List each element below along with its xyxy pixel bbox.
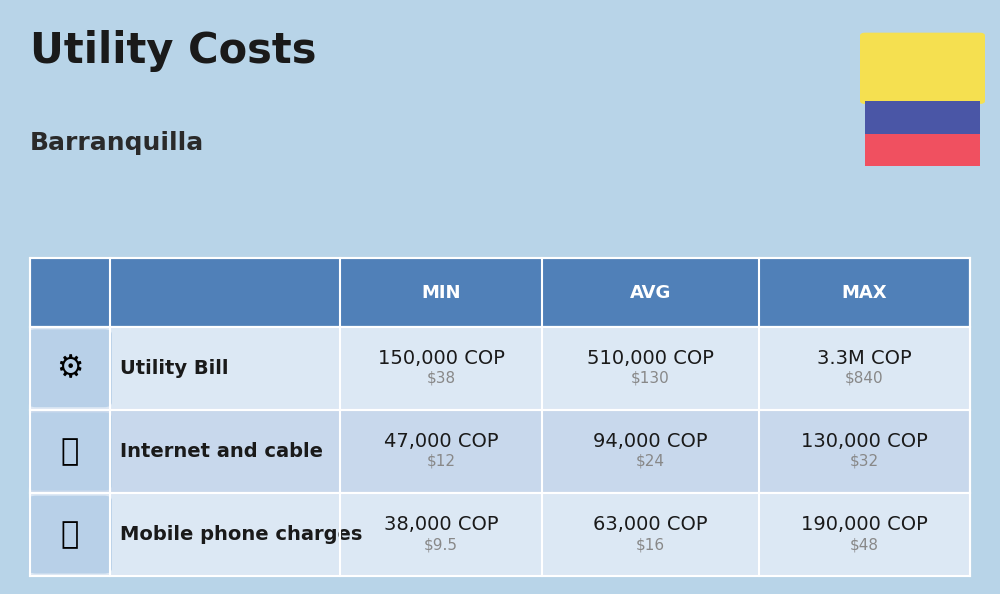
Text: MIN: MIN (421, 283, 461, 302)
Text: $24: $24 (636, 454, 665, 469)
Text: $48: $48 (850, 537, 879, 552)
Text: AVG: AVG (630, 283, 671, 302)
Bar (30, 410, 970, 493)
Bar (30, 327, 970, 410)
Text: 3.3M COP: 3.3M COP (817, 349, 912, 368)
Text: $32: $32 (850, 454, 879, 469)
Bar (865, 134, 980, 166)
Text: 510,000 COP: 510,000 COP (587, 349, 714, 368)
Text: 📱: 📱 (61, 520, 79, 549)
Text: $840: $840 (845, 371, 884, 386)
Text: 47,000 COP: 47,000 COP (384, 432, 498, 451)
Text: $130: $130 (631, 371, 670, 386)
Text: Utility Bill: Utility Bill (120, 359, 228, 378)
Text: Internet and cable: Internet and cable (120, 442, 323, 461)
Text: 📶: 📶 (61, 437, 79, 466)
Text: Barranquilla: Barranquilla (30, 131, 204, 154)
Text: Mobile phone charges: Mobile phone charges (120, 525, 362, 544)
Text: 94,000 COP: 94,000 COP (593, 432, 708, 451)
Text: 130,000 COP: 130,000 COP (801, 432, 928, 451)
FancyBboxPatch shape (28, 330, 112, 407)
FancyBboxPatch shape (28, 413, 112, 491)
Text: 38,000 COP: 38,000 COP (384, 515, 498, 534)
FancyBboxPatch shape (860, 33, 985, 104)
Text: $38: $38 (427, 371, 456, 386)
Text: ⚙: ⚙ (56, 354, 84, 383)
Text: 63,000 COP: 63,000 COP (593, 515, 708, 534)
Text: $12: $12 (427, 454, 456, 469)
Text: 150,000 COP: 150,000 COP (378, 349, 505, 368)
Bar (865, 101, 980, 134)
Text: MAX: MAX (841, 283, 887, 302)
Text: Utility Costs: Utility Costs (30, 30, 316, 72)
Bar (30, 258, 970, 327)
Text: 190,000 COP: 190,000 COP (801, 515, 928, 534)
FancyBboxPatch shape (28, 495, 112, 574)
Bar (30, 493, 970, 576)
Text: $16: $16 (636, 537, 665, 552)
Text: $9.5: $9.5 (424, 537, 458, 552)
